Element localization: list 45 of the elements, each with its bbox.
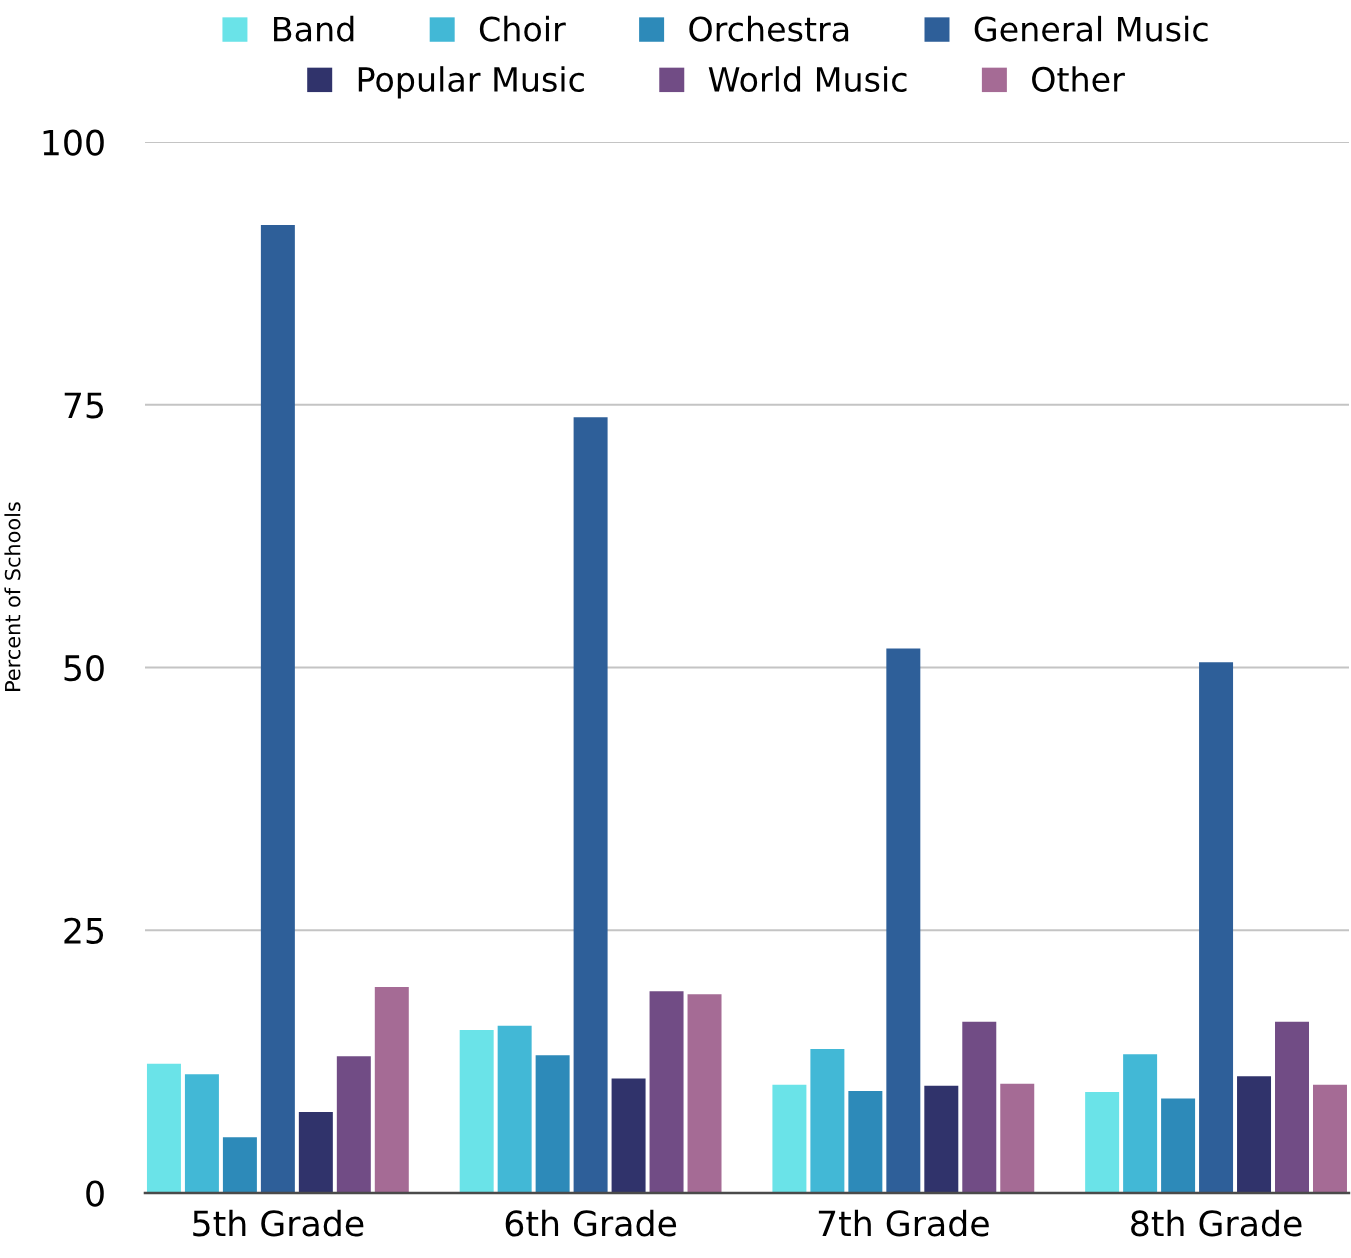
bar [298,1112,333,1193]
bar [497,1025,532,1193]
bar [848,1091,883,1193]
bar [611,1078,646,1193]
y-tick-label: 25 [64,917,104,944]
legend-label: Orchestra [689,15,849,42]
x-tick-label: 5th Grade [193,1209,364,1237]
legend-label: Band [274,15,354,42]
bar [184,1074,219,1193]
bar [962,1021,997,1193]
bar [1085,1092,1120,1193]
bar [1275,1021,1310,1193]
legend-label: Other [1032,66,1125,92]
y-axis-title: Percent of Schools [4,502,21,691]
x-tick-label: 6th Grade [505,1209,677,1237]
legend-label: World Music [708,66,907,92]
y-tick-label: 100 [43,129,104,156]
bar [374,986,409,1193]
bar [1123,1054,1158,1193]
bar [649,991,684,1193]
bar [886,648,921,1193]
bar [810,1048,845,1193]
bar [222,1137,257,1193]
x-tick-label: 7th Grade [818,1209,989,1237]
bar [146,1063,181,1193]
legend-label: General Music [974,15,1208,42]
bar [260,225,295,1193]
y-tick-label: 50 [64,654,104,682]
bar [336,1056,371,1193]
y-tick-label: 0 [86,1180,104,1207]
bar [459,1030,494,1193]
legend-label: Popular Music [358,66,584,99]
bar [1199,662,1234,1193]
bar [772,1084,807,1193]
bar [1237,1076,1272,1193]
bar [535,1055,570,1193]
y-tick-label: 75 [64,392,104,419]
legend-label: Choir [479,15,566,42]
bar [1000,1083,1035,1193]
x-tick-label: 8th Grade [1131,1209,1302,1237]
bar [687,994,722,1193]
bar [573,417,608,1193]
bar [1161,1098,1196,1193]
bar [924,1085,959,1193]
bar [1312,1084,1347,1193]
